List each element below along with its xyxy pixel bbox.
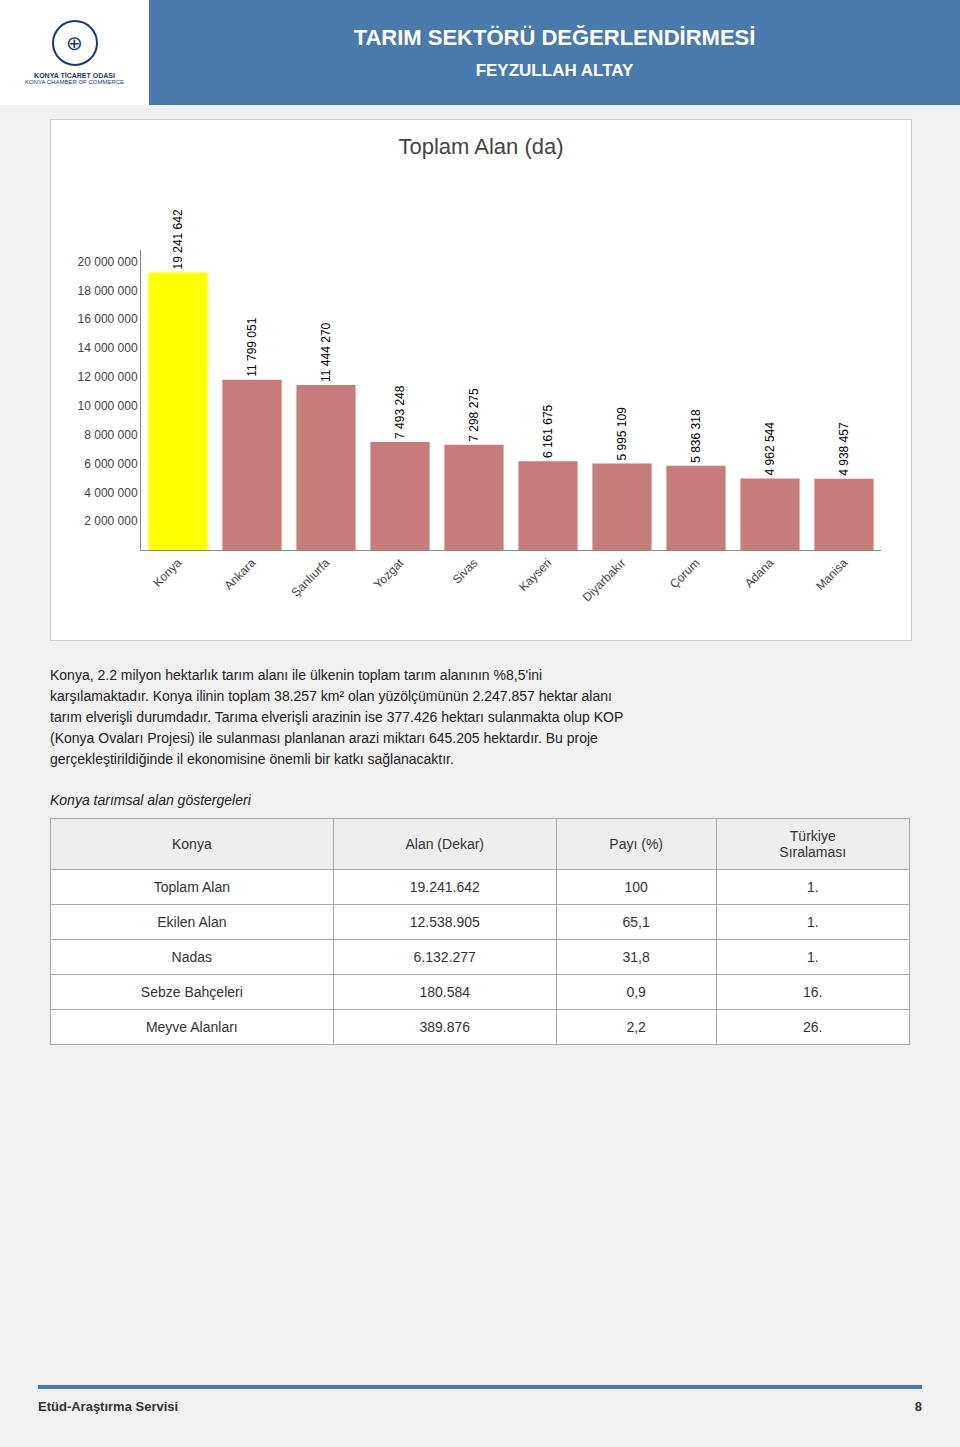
svg-text:Konya: Konya <box>150 556 184 590</box>
html-text:KONYA CHAMBER OF COMMERCE: KONYA CHAMBER OF COMMERCE <box>24 79 125 85</box>
html-text:19.241.642: 19.241.642 <box>409 879 480 895</box>
svg-text:Kayseri: Kayseri <box>516 556 554 594</box>
html-text:389.876: 389.876 <box>419 1019 470 1035</box>
svg-text:19 241 642: 19 241 642 <box>171 209 185 269</box>
svg-text:6 000 000: 6 000 000 <box>84 457 138 471</box>
html-text:6.132.277: 6.132.277 <box>413 949 476 965</box>
html-text:Etüd-Araştırma Servisi: Etüd-Araştırma Servisi <box>38 1399 179 1414</box>
svg-text:Adana: Adana <box>742 556 777 591</box>
html-text:Konya tarımsal alan göstergele: Konya tarımsal alan göstergeleri <box>50 792 251 808</box>
svg-text:5 995 109: 5 995 109 <box>615 407 629 461</box>
svg-text:11 444 270: 11 444 270 <box>319 322 333 381</box>
svg-text:8 000 000: 8 000 000 <box>84 428 138 442</box>
html-text:8: 8 <box>914 1399 922 1414</box>
svg-text:18 000 000: 18 000 000 <box>78 284 138 298</box>
svg-text:2 000 000: 2 000 000 <box>84 514 138 528</box>
svg-text:Diyarbakır: Diyarbakır <box>580 556 629 605</box>
html-text:Konya: Konya <box>172 836 212 852</box>
html-text:Alan (Dekar): Alan (Dekar) <box>405 836 484 852</box>
html-text:2,2: 2,2 <box>626 1019 646 1035</box>
svg-text:7 493 248: 7 493 248 <box>393 385 407 439</box>
svg-text:12 000 000: 12 000 000 <box>78 370 138 384</box>
html-text:Meyve Alanları: Meyve Alanları <box>145 1019 238 1035</box>
html-text:FEYZULLAH ALTAY: FEYZULLAH ALTAY <box>475 60 634 80</box>
svg-text:20 000 000: 20 000 000 <box>78 255 138 269</box>
html-text:karşılamaktadır. Konya ilinin: karşılamaktadır. Konya ilinin toplam 38.… <box>50 688 612 704</box>
svg-text:4 938 457: 4 938 457 <box>837 422 851 476</box>
svg-text:10 000 000: 10 000 000 <box>78 399 138 413</box>
html-text:1.: 1. <box>806 949 819 965</box>
svg-text:Şanlıurfa: Şanlıurfa <box>289 556 333 600</box>
html-text:Nadas: Nadas <box>171 949 213 965</box>
html-text:Sebze Bahçeleri: Sebze Bahçeleri <box>140 984 243 1000</box>
svg-text:11 799 051: 11 799 051 <box>245 317 259 376</box>
svg-text:5 836 318: 5 836 318 <box>689 409 703 463</box>
html-text:1.: 1. <box>806 914 819 930</box>
html-text:Türkiye Sıralaması: Türkiye Sıralaması <box>779 828 847 860</box>
html-text:65,1: 65,1 <box>622 914 650 930</box>
html-text:gerçekleştirildiğinde il ekono: gerçekleştirildiğinde il ekonomisine öne… <box>50 751 454 767</box>
svg-text:6 161 675: 6 161 675 <box>541 404 555 458</box>
html-text:Ekilen Alan: Ekilen Alan <box>157 914 227 930</box>
svg-text:7 298 275: 7 298 275 <box>467 388 481 442</box>
html-text:12.538.905: 12.538.905 <box>409 914 480 930</box>
html-text:0,9: 0,9 <box>626 984 646 1000</box>
svg-text:Manisa: Manisa <box>813 556 850 593</box>
svg-text:Toplam Alan (da): Toplam Alan (da) <box>398 134 563 159</box>
svg-text:4 000 000: 4 000 000 <box>84 486 138 500</box>
html-text:26.: 26. <box>803 1019 823 1035</box>
html-text:TARIM SEKTÖRÜ DEĞERLENDİRMESİ: TARIM SEKTÖRÜ DEĞERLENDİRMESİ <box>353 24 756 50</box>
html-text:Konya, 2.2 milyon hektarlık ta: Konya, 2.2 milyon hektarlık tarım alanı … <box>50 667 543 683</box>
html-text:180.584: 180.584 <box>419 984 470 1000</box>
html-text:KONYA TİCARET ODASI: KONYA TİCARET ODASI <box>34 72 115 79</box>
svg-text:Çorum: Çorum <box>667 556 702 591</box>
svg-text:4 962 544: 4 962 544 <box>763 422 777 476</box>
html-text:100: 100 <box>624 879 648 895</box>
svg-text:16 000 000: 16 000 000 <box>78 312 138 326</box>
html-text:16.: 16. <box>803 984 823 1000</box>
html-text:(Konya Ovaları Projesi) ile su: (Konya Ovaları Projesi) ile sulanması pl… <box>50 730 598 746</box>
svg-text:14 000 000: 14 000 000 <box>78 341 138 355</box>
svg-text:Ankara: Ankara <box>222 556 259 593</box>
html-text:31,8: 31,8 <box>622 949 650 965</box>
html-text:tarım elverişli durumdadır. Ta: tarım elverişli durumdadır. Tarıma elver… <box>50 709 624 725</box>
html-text:1.: 1. <box>806 879 819 895</box>
svg-text:Sivas: Sivas <box>450 556 481 587</box>
svg-text:Yozgat: Yozgat <box>371 555 407 591</box>
html-text:Toplam Alan: Toplam Alan <box>153 879 230 895</box>
html-text:Payı (%): Payı (%) <box>609 836 663 852</box>
